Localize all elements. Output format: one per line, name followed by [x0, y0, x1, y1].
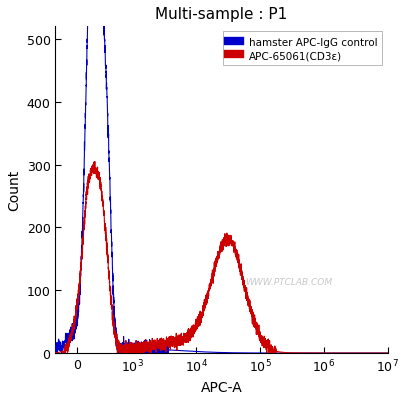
Legend: hamster APC-IgG control, APC-65061(CD3ε): hamster APC-IgG control, APC-65061(CD3ε): [222, 32, 382, 66]
X-axis label: APC-A: APC-A: [200, 380, 242, 394]
Y-axis label: Count: Count: [7, 170, 21, 211]
Title: Multi-sample : P1: Multi-sample : P1: [155, 7, 287, 22]
Text: WWW.PTCLAB.COM: WWW.PTCLAB.COM: [244, 277, 331, 286]
